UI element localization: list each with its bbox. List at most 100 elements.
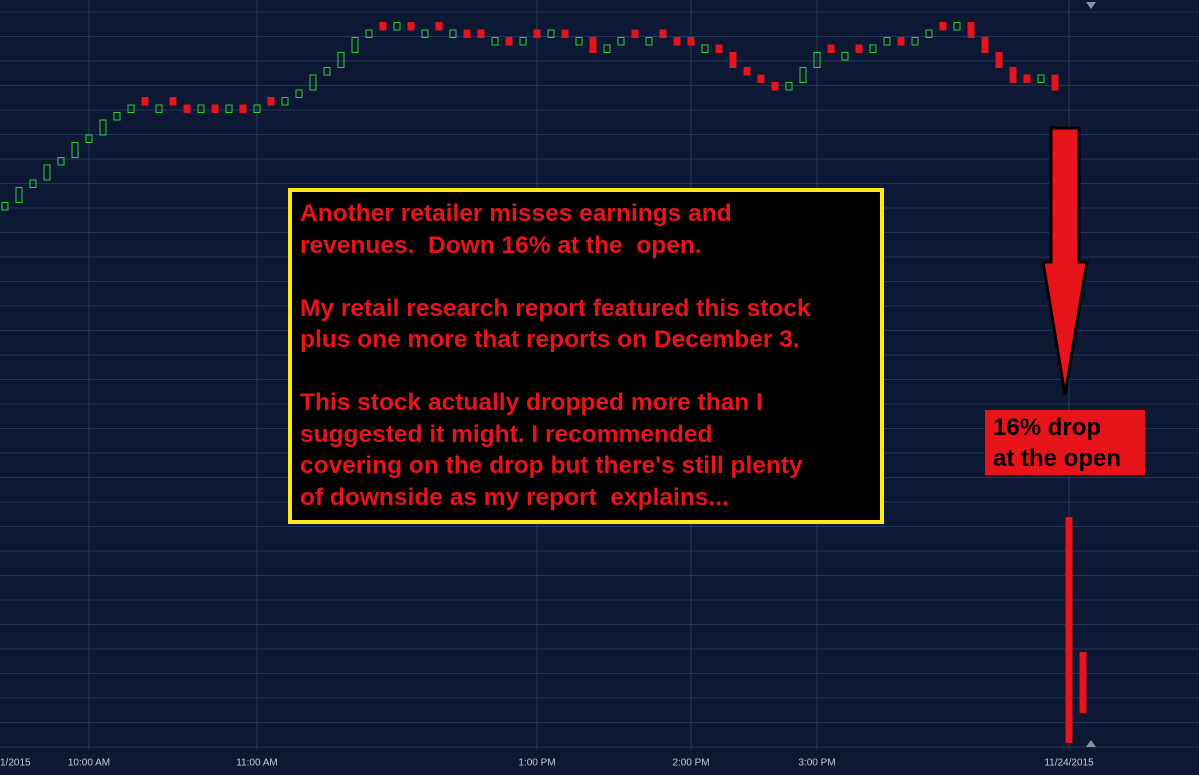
callout-line: at the open [993, 445, 1122, 472]
x-tick-label: 1/2015 [0, 758, 31, 769]
candle-body [421, 29, 429, 38]
candle-body [1037, 74, 1045, 83]
candle-body [57, 157, 65, 166]
candle-body [253, 104, 261, 113]
candle-body [645, 37, 653, 46]
candle-body [1051, 74, 1059, 91]
candle-body [113, 112, 121, 121]
candle-body [603, 44, 611, 53]
candle-body [225, 104, 233, 113]
candle-body [211, 104, 219, 113]
candle-body [743, 67, 751, 76]
candles [1, 22, 1087, 743]
x-tick-label: 1:00 PM [518, 758, 555, 769]
candle-body [1009, 67, 1017, 83]
candle-body [757, 74, 765, 83]
candle-body [295, 89, 303, 98]
candle-body [967, 22, 975, 38]
x-tick-label: 3:00 PM [798, 758, 835, 769]
candle-body [505, 37, 513, 46]
candle-body [995, 52, 1003, 68]
annotation-line: plus one more that reports on December 3… [300, 326, 800, 353]
annotation-line: of downside as my report explains... [300, 483, 729, 511]
candle-body [29, 179, 37, 188]
candle-body [449, 29, 457, 38]
candle-body [281, 97, 289, 106]
candle-body [981, 37, 989, 53]
x-tick-label: 11/24/2015 [1044, 758, 1094, 769]
candle-body [351, 37, 359, 53]
candle-body [659, 29, 667, 38]
annotation-line: Another retailer misses earnings and [300, 200, 732, 227]
candle-body [519, 37, 527, 46]
annotation-line: My retail research report featured this … [300, 294, 811, 322]
candle-body [547, 29, 555, 38]
candle-body [561, 29, 569, 38]
down-arrow [1041, 126, 1089, 396]
candle-body [701, 44, 709, 53]
callout-line: 16% drop [993, 414, 1102, 441]
annotation-line: suggested it might. I recommended [300, 420, 713, 448]
candle-body [197, 104, 205, 113]
x-tick-label: 10:00 AM [68, 758, 110, 769]
candle-body [127, 104, 135, 113]
candle-body [785, 82, 793, 91]
candle-body [575, 37, 583, 46]
candle-body [1079, 652, 1087, 713]
x-tick-label: 2:00 PM [672, 758, 709, 769]
candle-body [827, 44, 835, 53]
candle-body [169, 97, 177, 106]
candle-body [183, 104, 191, 113]
candle-body [477, 29, 485, 38]
candle-body [1023, 74, 1031, 83]
candle-body [99, 119, 107, 136]
candle-body [155, 104, 163, 113]
candle-body [407, 22, 415, 31]
candle-body [323, 67, 331, 76]
annotation-paragraph: This stock actually dropped more than I s… [300, 387, 880, 513]
candle-body [1065, 517, 1073, 743]
candle-body [799, 67, 807, 83]
candle-body [855, 44, 863, 53]
annotation-line: revenues. Down 16% at the open. [300, 231, 702, 259]
candle-body [715, 44, 723, 53]
candle-body [141, 97, 149, 106]
annotation-line: This stock actually dropped more than I [300, 389, 763, 416]
candle-body [379, 22, 387, 31]
candle-body [337, 52, 345, 68]
candle-body [631, 29, 639, 38]
candle-body [911, 37, 919, 46]
annotation-paragraph: My retail research report featured this … [300, 293, 880, 356]
candle-body [687, 37, 695, 46]
candle-body [309, 74, 317, 91]
candle-body [533, 29, 541, 38]
candle-body [813, 52, 821, 68]
candle-body [883, 37, 891, 46]
candle-body [953, 22, 961, 31]
x-tick-label: 11:00 AM [236, 758, 278, 769]
candle-body [491, 37, 499, 46]
candle-body [435, 22, 443, 31]
candle-body [71, 142, 79, 158]
candle-body [463, 29, 471, 38]
candle-body [869, 44, 877, 53]
callout-label: 16% drop at the open [985, 410, 1145, 475]
scroll-down-icon [1086, 740, 1096, 747]
candle-body [15, 187, 23, 203]
annotation-paragraph: Another retailer misses earnings and reve… [300, 198, 880, 261]
candle-body [365, 29, 373, 38]
candle-body [771, 82, 779, 91]
annotation-box: Another retailer misses earnings and reve… [288, 188, 884, 524]
candle-body [897, 37, 905, 46]
candle-body [393, 22, 401, 31]
candle-body [43, 164, 51, 181]
candle-body [267, 97, 275, 106]
candle-body [617, 37, 625, 46]
candle-body [841, 52, 849, 61]
candle-body [1, 202, 9, 211]
candle-body [939, 22, 947, 31]
candle-body [239, 104, 247, 113]
annotation-line: covering on the drop but there's still p… [300, 452, 803, 479]
candle-body [589, 37, 597, 53]
